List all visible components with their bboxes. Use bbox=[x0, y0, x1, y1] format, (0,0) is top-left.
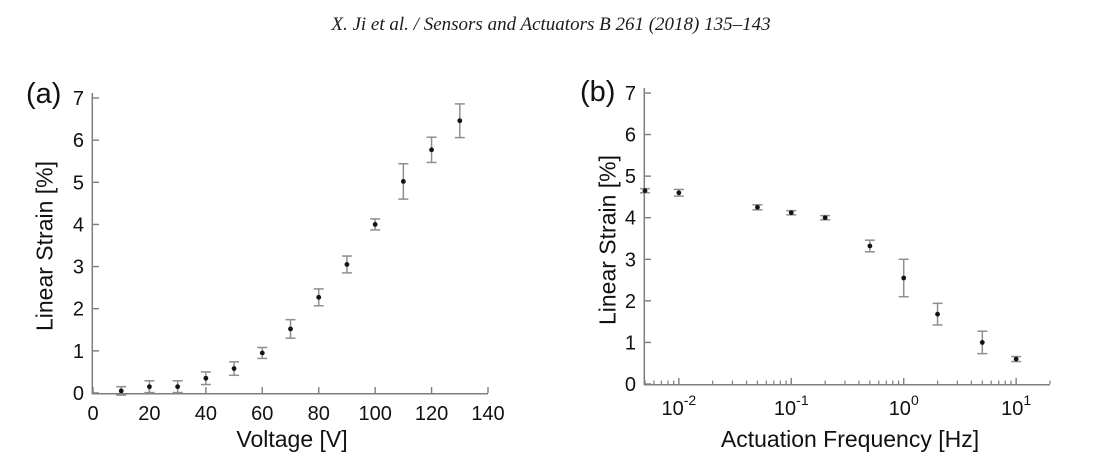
panel-b-data-points bbox=[640, 187, 1022, 363]
data-point-marker bbox=[676, 190, 682, 196]
svg-text:20: 20 bbox=[138, 403, 160, 425]
panel-b-label: (b) bbox=[580, 76, 616, 108]
svg-text:7: 7 bbox=[625, 83, 636, 105]
svg-text:40: 40 bbox=[195, 403, 217, 425]
svg-text:10-2: 10-2 bbox=[661, 392, 696, 420]
data-point-marker bbox=[147, 384, 152, 390]
data-point-marker bbox=[372, 222, 378, 227]
data-point-marker bbox=[979, 340, 985, 345]
panel-a-y-axis-title: Linear Strain [%] bbox=[31, 160, 58, 332]
data-point-marker bbox=[935, 311, 940, 317]
svg-text:4: 4 bbox=[73, 214, 84, 236]
svg-text:1: 1 bbox=[625, 332, 636, 354]
data-point-marker bbox=[288, 326, 293, 332]
data-point-marker bbox=[231, 366, 237, 371]
svg-text:100: 100 bbox=[358, 403, 391, 425]
svg-text:5: 5 bbox=[625, 166, 636, 188]
data-point-marker bbox=[118, 388, 124, 394]
data-point-marker bbox=[1013, 356, 1019, 362]
svg-text:80: 80 bbox=[308, 403, 330, 425]
svg-text:3: 3 bbox=[73, 257, 84, 279]
svg-text:7: 7 bbox=[73, 88, 84, 110]
panel-b-x-axis-title: Actuation Frequency [Hz] bbox=[720, 426, 980, 452]
svg-text:60: 60 bbox=[251, 403, 273, 425]
panel-a-x-axis-title: Voltage [V] bbox=[236, 426, 348, 452]
data-point-marker bbox=[259, 350, 265, 356]
svg-text:6: 6 bbox=[625, 125, 636, 147]
data-point-marker bbox=[175, 384, 181, 390]
svg-text:120: 120 bbox=[415, 403, 448, 425]
panel-a-label: (a) bbox=[26, 78, 62, 110]
panel-a-data-points bbox=[116, 103, 465, 396]
figure-panel-a: 0 1 2 3 4 5 6 7 0 20 40 60 80 100 120 140 (a) Linear St… bbox=[0, 60, 550, 474]
panel-b-y-axis-title: Linear Strain [%] bbox=[594, 154, 621, 326]
data-point-marker bbox=[788, 210, 794, 216]
svg-text:6: 6 bbox=[73, 130, 84, 152]
data-point-marker bbox=[344, 262, 350, 267]
svg-text:2: 2 bbox=[625, 291, 636, 313]
svg-text:101: 101 bbox=[1001, 392, 1031, 420]
data-point-marker bbox=[429, 147, 434, 153]
svg-text:5: 5 bbox=[73, 172, 84, 194]
svg-text:140: 140 bbox=[471, 403, 504, 425]
svg-text:1: 1 bbox=[73, 341, 84, 363]
panel-b-plot: 0 1 2 3 4 5 6 7 10-2 10-1 100 101 bbox=[625, 83, 1051, 420]
panel-b-axes: 0 1 2 3 4 5 6 7 10-2 10-1 100 101 bbox=[625, 83, 1051, 420]
panel-a-axes: 0 1 2 3 4 5 6 7 0 20 40 60 80 100 120 140 bbox=[73, 88, 505, 425]
svg-text:4: 4 bbox=[625, 208, 636, 230]
data-point-marker bbox=[400, 179, 406, 184]
data-point-marker bbox=[316, 294, 322, 300]
svg-text:3: 3 bbox=[625, 249, 636, 271]
data-point-marker bbox=[867, 243, 873, 249]
data-point-marker bbox=[755, 204, 760, 210]
figure-panel-b: 0 1 2 3 4 5 6 7 10-2 10-1 100 101 (b) Linear Strain… bbox=[550, 60, 1102, 474]
svg-text:0: 0 bbox=[625, 374, 636, 396]
svg-text:10-1: 10-1 bbox=[774, 392, 809, 420]
svg-text:100: 100 bbox=[889, 392, 919, 420]
journal-running-head: X. Ji et al. / Sensors and Actuators B 2… bbox=[331, 14, 771, 35]
data-point-marker bbox=[642, 188, 648, 194]
svg-text:0: 0 bbox=[87, 403, 98, 425]
data-point-marker bbox=[901, 275, 907, 281]
panel-a-plot: 0 1 2 3 4 5 6 7 0 20 40 60 80 100 120 140 bbox=[73, 88, 505, 425]
data-point-marker bbox=[822, 215, 828, 221]
svg-text:0: 0 bbox=[73, 383, 84, 405]
svg-text:2: 2 bbox=[73, 299, 84, 321]
data-point-marker bbox=[203, 375, 209, 381]
data-point-marker bbox=[457, 118, 463, 124]
